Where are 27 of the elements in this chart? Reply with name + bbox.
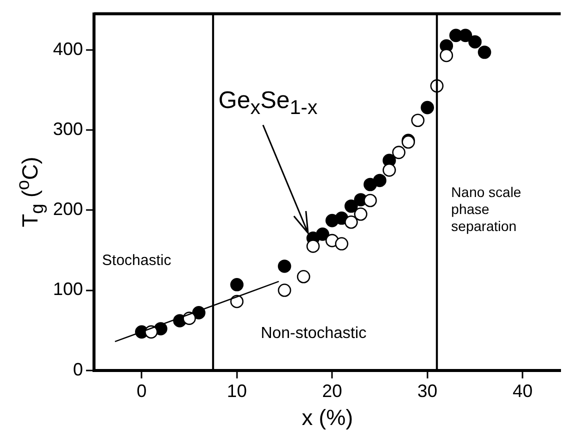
point xyxy=(344,199,358,213)
y-tick-label: 200 xyxy=(52,199,84,220)
point xyxy=(316,228,330,241)
x-tick-label: 0 xyxy=(136,381,147,402)
point xyxy=(306,240,320,253)
x-tick-label: 20 xyxy=(322,381,342,402)
point xyxy=(458,28,472,42)
annotation: Non-stochastic xyxy=(260,324,367,344)
y-tick-label: 0 xyxy=(73,359,84,380)
annotation: Nano scale phase separation xyxy=(451,184,522,235)
point xyxy=(230,278,244,292)
y-tick-label: 400 xyxy=(52,38,84,59)
y-tick-label: 100 xyxy=(52,279,84,300)
x-tick-label: 30 xyxy=(417,381,438,402)
y-tick-label: 300 xyxy=(52,118,84,139)
annotation: Ge$_{x}$Se$_{1-x}$ xyxy=(218,86,318,120)
x-tick-label: 40 xyxy=(512,381,533,402)
annotation: Stochastic xyxy=(102,252,172,270)
point xyxy=(335,237,348,250)
point xyxy=(373,174,386,188)
point xyxy=(478,46,492,59)
point xyxy=(364,194,377,208)
point xyxy=(278,260,292,273)
x-tick-label: 10 xyxy=(226,381,247,402)
point xyxy=(420,100,434,114)
point xyxy=(468,35,482,48)
x-axis-title: x (%) xyxy=(302,405,354,431)
